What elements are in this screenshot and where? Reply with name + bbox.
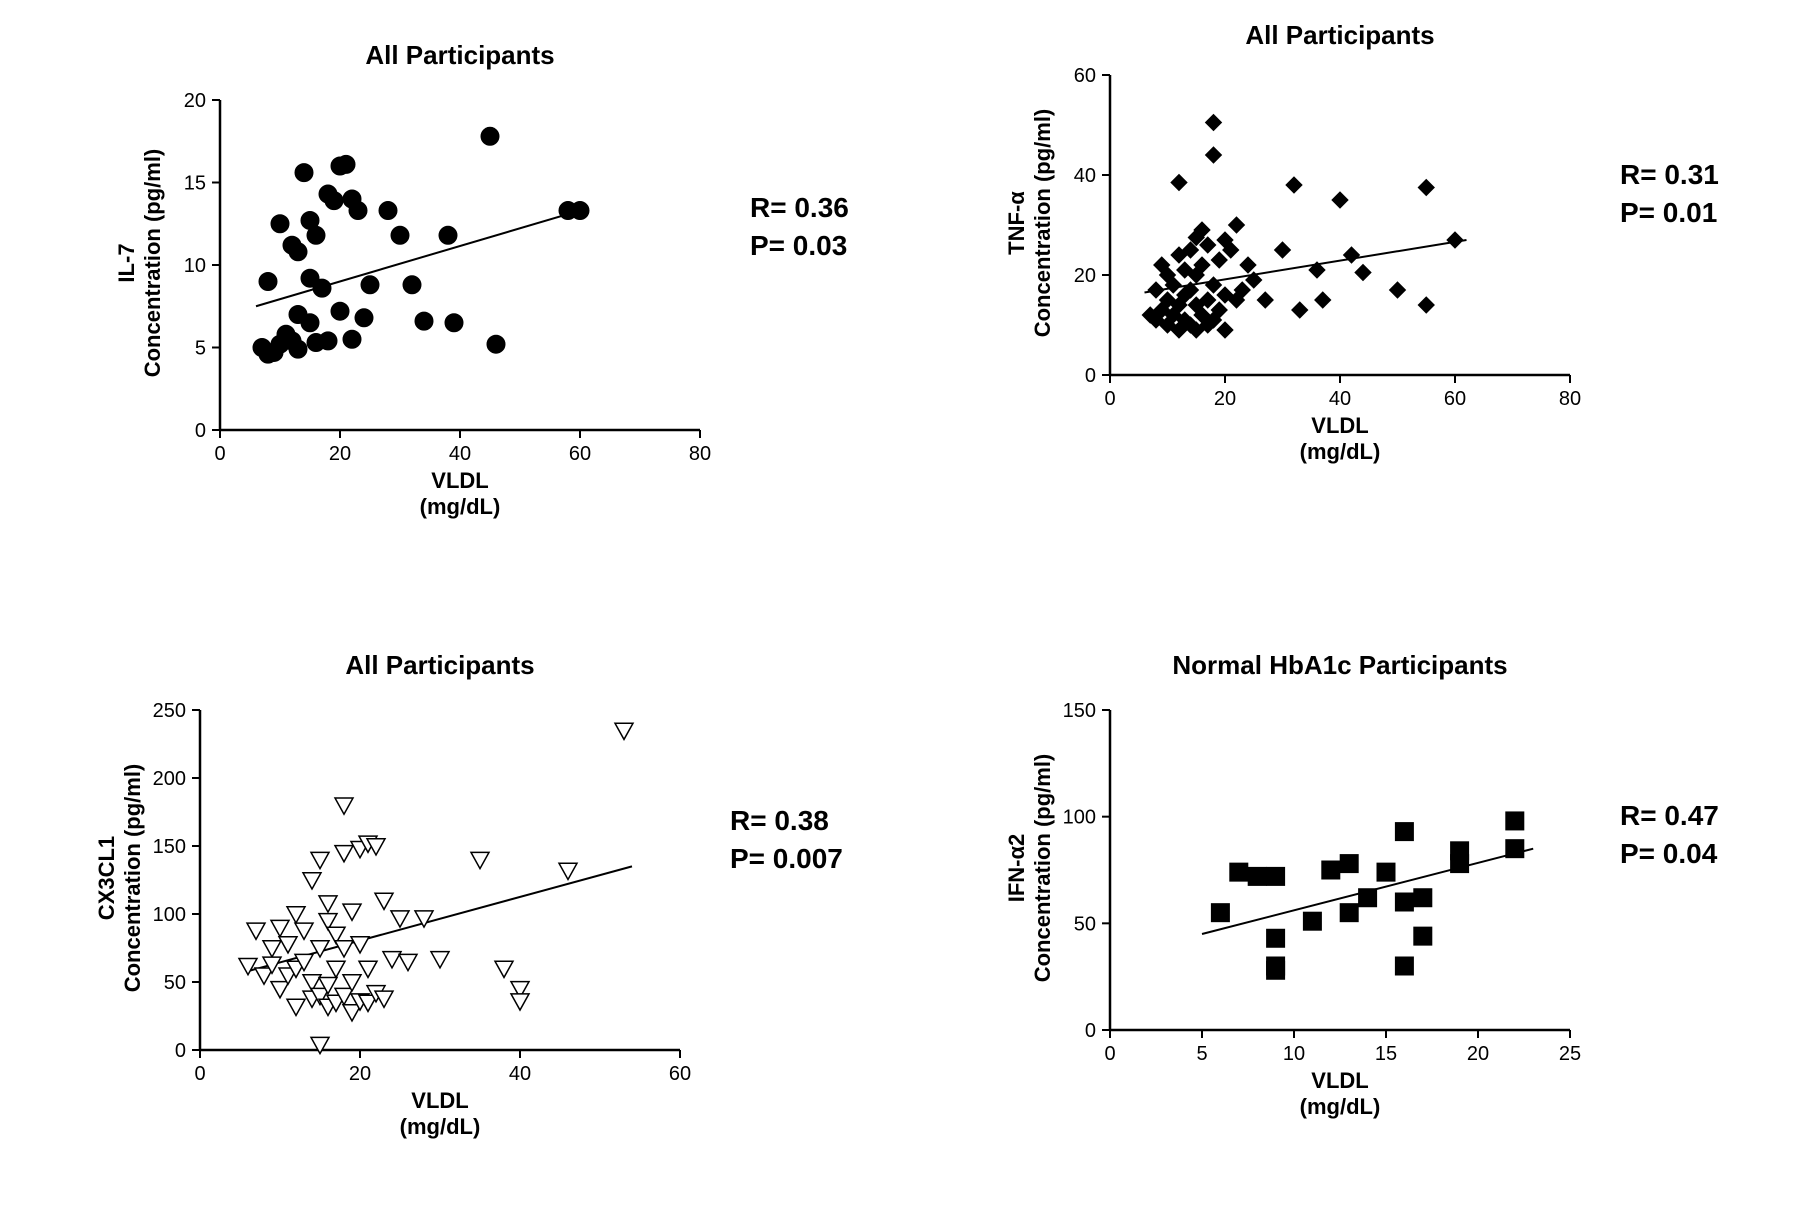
svg-text:5: 5: [1196, 1043, 1207, 1065]
x-axis-label-line2: (mg/dL): [1110, 439, 1570, 465]
scatter-plot: 0 5 10 15 20 25 0 50 100 150: [980, 650, 1630, 1140]
chart-title: Normal HbA1c Participants: [1110, 650, 1570, 681]
x-axis-label-line1: VLDL: [1110, 1068, 1570, 1094]
svg-text:15: 15: [1375, 1043, 1397, 1065]
correlation-stats: R= 0.38 P= 0.007: [730, 805, 843, 875]
y-axis-label: IFN-α2Concentration (pg/ml): [1004, 708, 1056, 1028]
x-axis-label-line1: VLDL: [200, 1088, 680, 1114]
y-axis-label-line2: Concentration (pg/ml): [140, 98, 166, 428]
svg-text:10: 10: [184, 255, 206, 277]
svg-text:0: 0: [1104, 1043, 1115, 1065]
svg-text:80: 80: [689, 443, 711, 465]
svg-text:20: 20: [1074, 265, 1096, 287]
y-axis-label-line1: IFN-α2: [1004, 708, 1030, 1028]
svg-text:40: 40: [449, 443, 471, 465]
svg-text:20: 20: [349, 1063, 371, 1085]
chart-panel-il7: All Participants 0 20 40 60 80 0 5 10 15 20 IL-7Con…: [90, 40, 760, 540]
x-axis-label: VLDL(mg/dL): [1110, 1068, 1570, 1120]
chart-title: All Participants: [1110, 20, 1570, 51]
svg-text:100: 100: [153, 904, 186, 926]
svg-text:20: 20: [1467, 1043, 1489, 1065]
stat-r: R= 0.36: [750, 192, 849, 224]
y-axis-label: CX3CL1Concentration (pg/ml): [94, 708, 146, 1048]
x-axis-label-line1: VLDL: [220, 468, 700, 494]
y-axis-label: IL-7Concentration (pg/ml): [114, 98, 166, 428]
correlation-stats: R= 0.36 P= 0.03: [750, 192, 849, 262]
svg-text:20: 20: [184, 90, 206, 112]
stat-r: R= 0.38: [730, 805, 843, 837]
svg-text:60: 60: [1444, 388, 1466, 410]
x-axis-label-line2: (mg/dL): [200, 1114, 680, 1140]
svg-text:200: 200: [153, 768, 186, 790]
svg-text:20: 20: [1214, 388, 1236, 410]
svg-text:0: 0: [1085, 1020, 1096, 1042]
stat-p: P= 0.01: [1620, 197, 1719, 229]
svg-text:25: 25: [1559, 1043, 1581, 1065]
svg-text:0: 0: [214, 443, 225, 465]
svg-text:100: 100: [1063, 807, 1096, 829]
stat-p: P= 0.04: [1620, 838, 1719, 870]
svg-text:40: 40: [1074, 165, 1096, 187]
chart-panel-ifna2: Normal HbA1c Participants 0 5 10 15 20 25 0 50 10…: [980, 650, 1630, 1140]
x-axis-label-line1: VLDL: [1110, 413, 1570, 439]
y-axis-label-line2: Concentration (pg/ml): [1030, 73, 1056, 373]
svg-text:0: 0: [194, 1063, 205, 1085]
svg-text:60: 60: [569, 443, 591, 465]
svg-text:0: 0: [195, 420, 206, 442]
svg-text:40: 40: [1329, 388, 1351, 410]
svg-text:0: 0: [175, 1040, 186, 1062]
chart-panel-tnfa: All Participants 0 20 40 60 80 0 20 40 60 TNF-αCon…: [980, 20, 1630, 485]
svg-text:250: 250: [153, 700, 186, 722]
svg-text:60: 60: [669, 1063, 691, 1085]
scatter-plot: 0 20 40 60 80 0 5 10 15 20: [90, 40, 760, 540]
svg-text:15: 15: [184, 173, 206, 195]
svg-text:50: 50: [1074, 913, 1096, 935]
correlation-stats: R= 0.47 P= 0.04: [1620, 800, 1719, 870]
x-axis-label: VLDL(mg/dL): [220, 468, 700, 520]
x-axis-label: VLDL(mg/dL): [200, 1088, 680, 1140]
stat-r: R= 0.31: [1620, 159, 1719, 191]
y-axis-label-line1: IL-7: [114, 98, 140, 428]
chart-title: All Participants: [200, 650, 680, 681]
svg-text:60: 60: [1074, 65, 1096, 87]
y-axis-label-line1: CX3CL1: [94, 708, 120, 1048]
svg-text:150: 150: [153, 836, 186, 858]
x-axis-label-line2: (mg/dL): [220, 494, 700, 520]
svg-text:5: 5: [195, 338, 206, 360]
chart-title: All Participants: [220, 40, 700, 71]
y-axis-label-line2: Concentration (pg/ml): [120, 708, 146, 1048]
x-axis-label: VLDL(mg/dL): [1110, 413, 1570, 465]
svg-text:0: 0: [1085, 365, 1096, 387]
svg-text:10: 10: [1283, 1043, 1305, 1065]
svg-text:50: 50: [164, 972, 186, 994]
svg-text:40: 40: [509, 1063, 531, 1085]
y-axis-label: TNF-αConcentration (pg/ml): [1004, 73, 1056, 373]
y-axis-label-line1: TNF-α: [1004, 73, 1030, 373]
svg-text:20: 20: [329, 443, 351, 465]
stat-r: R= 0.47: [1620, 800, 1719, 832]
scatter-plot: 0 20 40 60 0 50 100 150 200 250: [50, 650, 740, 1160]
svg-text:80: 80: [1559, 388, 1581, 410]
svg-text:150: 150: [1063, 700, 1096, 722]
svg-text:0: 0: [1104, 388, 1115, 410]
y-axis-label-line2: Concentration (pg/ml): [1030, 708, 1056, 1028]
stat-p: P= 0.007: [730, 843, 843, 875]
chart-panel-cx3cl1: All Participants 0 20 40 60 0 50 100 150 200 250 CX…: [50, 650, 740, 1160]
stat-p: P= 0.03: [750, 230, 849, 262]
x-axis-label-line2: (mg/dL): [1110, 1094, 1570, 1120]
correlation-stats: R= 0.31 P= 0.01: [1620, 159, 1719, 229]
